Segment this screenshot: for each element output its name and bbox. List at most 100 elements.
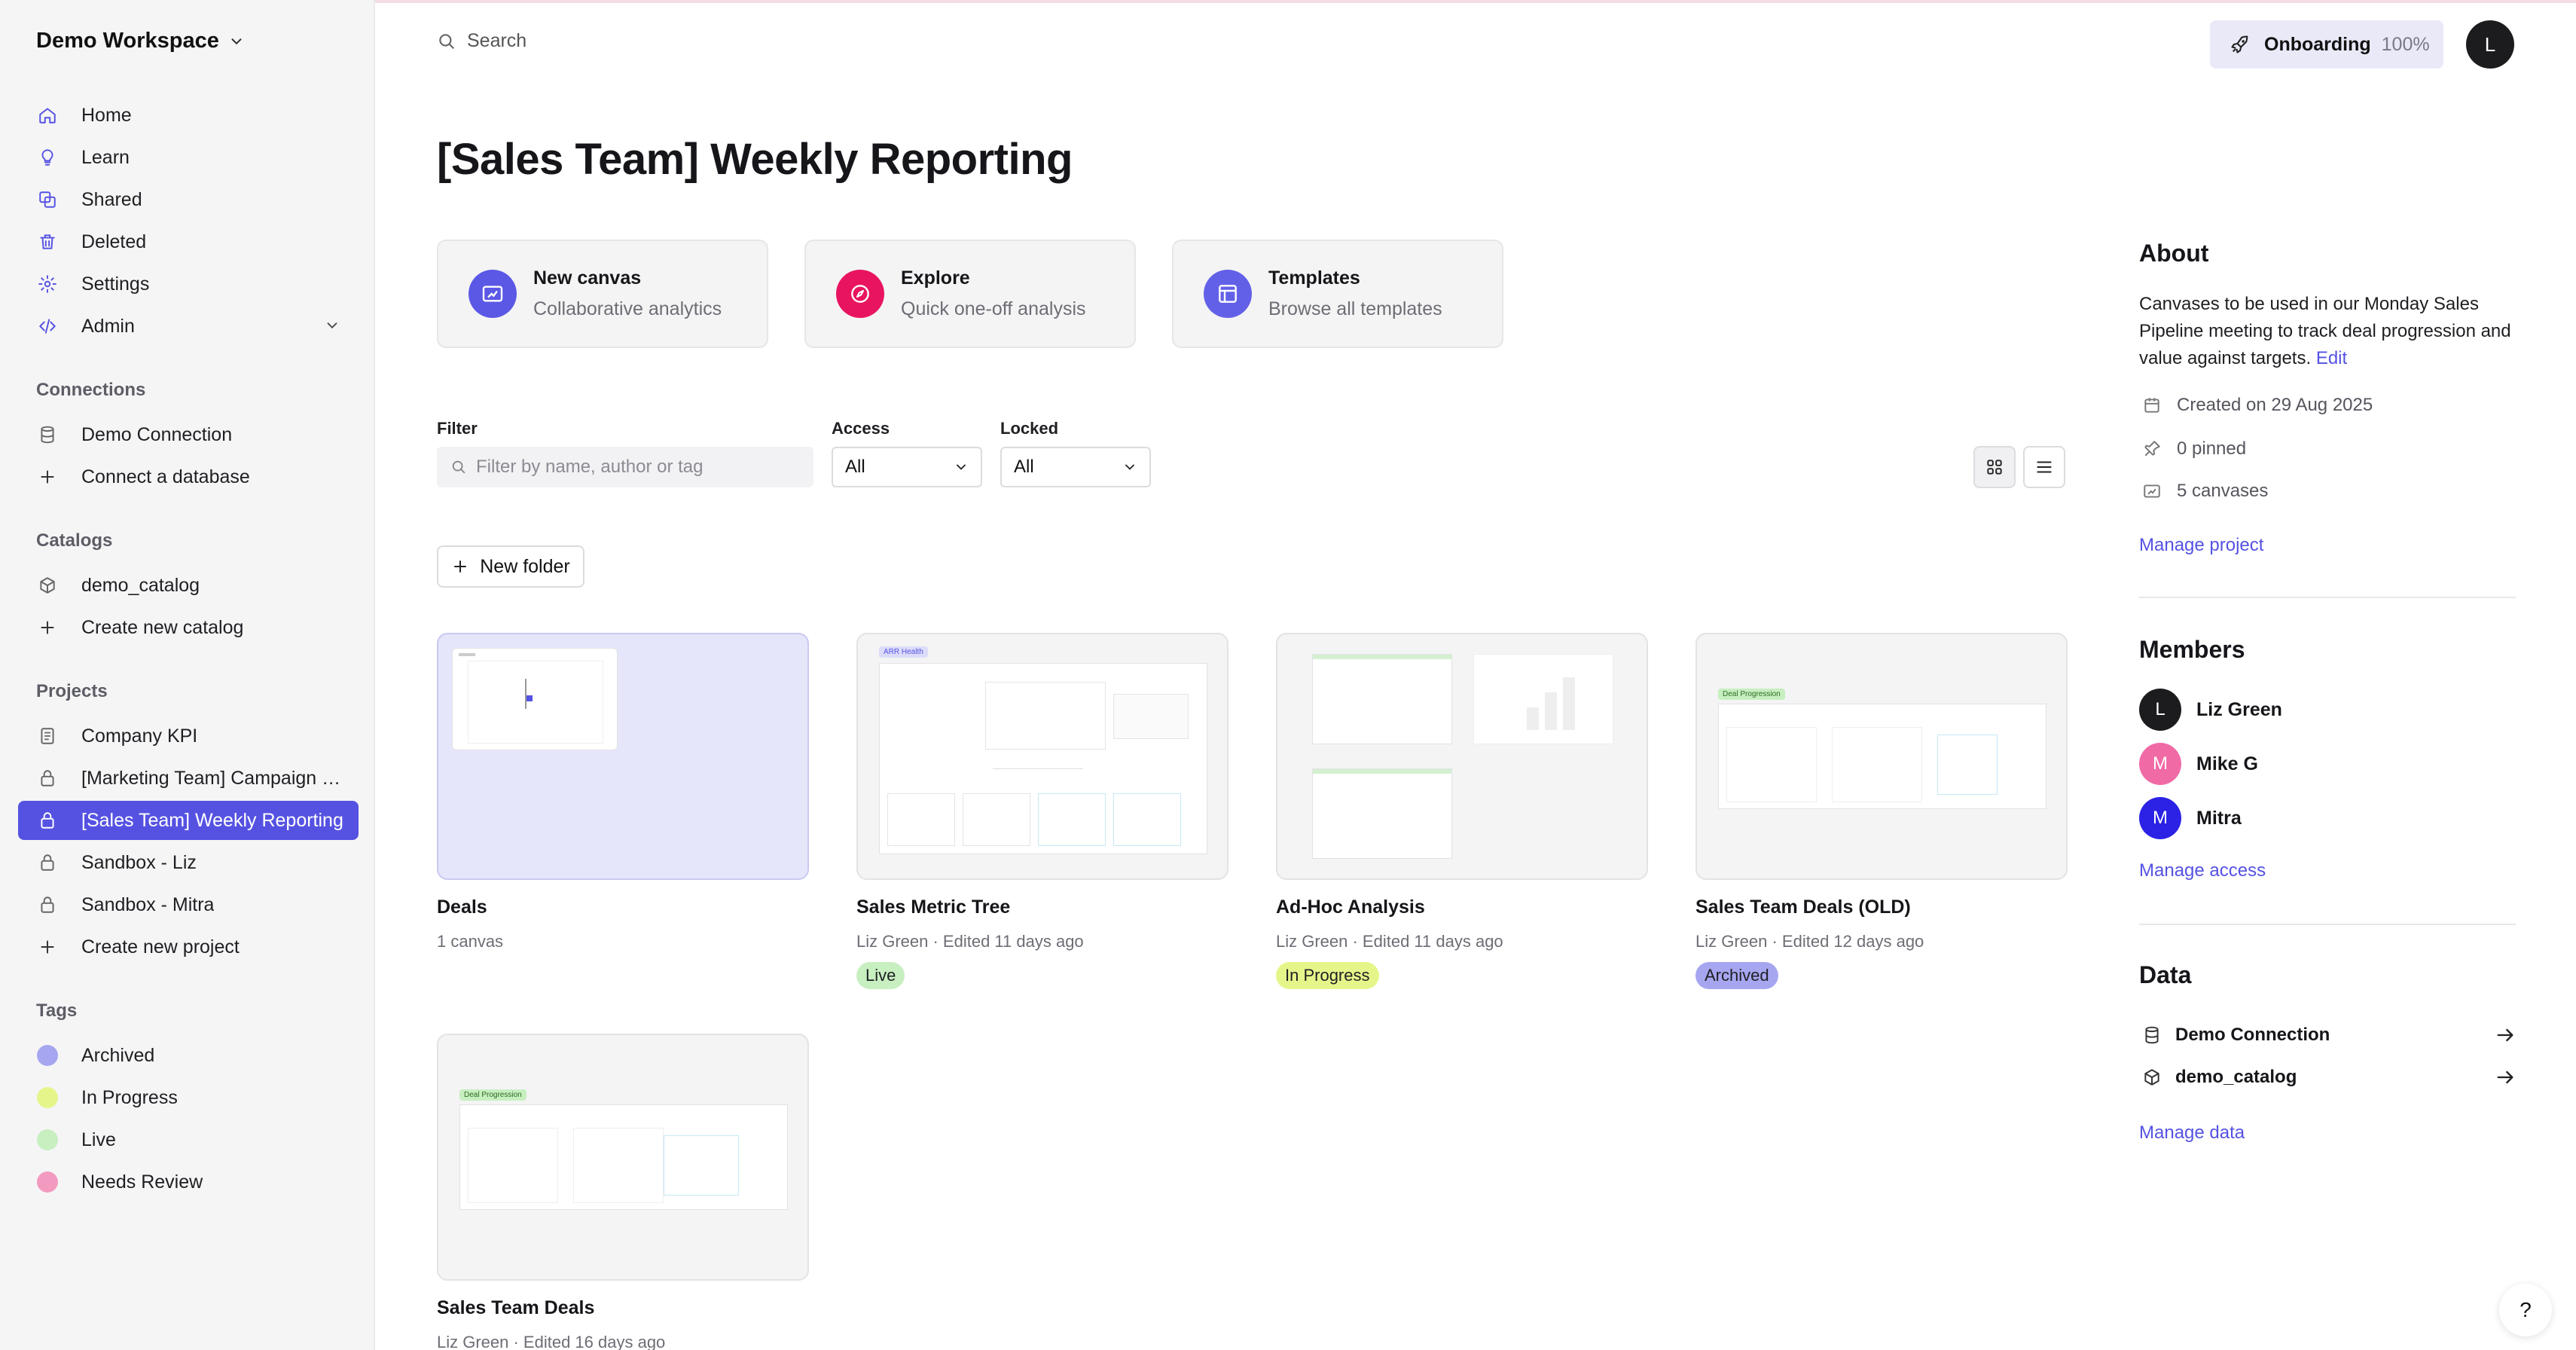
folder-preview-page: [452, 648, 618, 750]
sidebar-item-connect-database[interactable]: Connect a database: [18, 457, 359, 496]
sidebar-item-tag-needs-review[interactable]: Needs Review: [18, 1162, 359, 1202]
help-button[interactable]: ?: [2499, 1284, 2552, 1336]
member-name: Mitra: [2196, 807, 2242, 829]
chevron-down-icon: [1125, 464, 1134, 470]
access-select[interactable]: All: [832, 447, 982, 487]
manage-project-link[interactable]: Manage project: [2139, 535, 2264, 555]
member-row[interactable]: M Mitra: [2139, 797, 2242, 839]
divider: [2139, 597, 2516, 598]
projects-heading: Projects: [36, 681, 108, 701]
sidebar-item-label: [Sales Team] Weekly Reporting: [81, 809, 343, 831]
arrow-right-icon: [2497, 1071, 2513, 1084]
sidebar-item-project-active[interactable]: [Sales Team] Weekly Reporting: [18, 801, 359, 840]
sidebar-item-label: Sandbox - Liz: [81, 851, 197, 873]
canvas-thumbnail: Deal Progression: [1695, 633, 2068, 880]
access-label: Access: [832, 419, 890, 438]
sidebar-item-project[interactable]: [Marketing Team] Campaign Performance: [18, 759, 359, 798]
data-row-demo-catalog[interactable]: demo_catalog: [2142, 1067, 2516, 1088]
data-item-label: Demo Connection: [2175, 1025, 2330, 1045]
sidebar-item-tag-in-progress[interactable]: In Progress: [18, 1078, 359, 1117]
rocket-icon: [2231, 35, 2248, 53]
pinned-row: 0 pinned: [2142, 438, 2246, 460]
sidebar-item-tag-live[interactable]: Live: [18, 1120, 359, 1159]
templates-card[interactable]: Templates Browse all templates: [1172, 240, 1503, 348]
filter-input[interactable]: Filter by name, author or tag: [437, 447, 813, 487]
onboarding-progress: 100%: [2381, 33, 2430, 55]
sidebar-item-label: In Progress: [81, 1086, 178, 1108]
list-view-button[interactable]: [2023, 446, 2065, 488]
workspace-switcher[interactable]: Demo Workspace: [36, 29, 245, 53]
new-folder-button[interactable]: New folder: [437, 545, 584, 588]
grid-view-button[interactable]: [1973, 446, 2016, 488]
lock-icon: [36, 893, 59, 916]
folder-thumbnail: [437, 633, 809, 880]
sidebar-item-admin[interactable]: Admin: [18, 307, 359, 346]
sidebar-item-label: Deleted: [81, 231, 147, 252]
quick-action-subtitle: Quick one-off analysis: [901, 298, 1086, 319]
connections-heading: Connections: [36, 380, 146, 400]
sidebar-item-home[interactable]: Home: [18, 96, 359, 135]
card-name: Sales Team Deals (OLD): [1695, 896, 1911, 918]
preview-tag: Deal Progression: [1718, 689, 1785, 700]
global-search[interactable]: Search: [437, 30, 526, 52]
folder-card-deals[interactable]: Deals 1 canvas: [437, 633, 809, 951]
new-canvas-card[interactable]: New canvas Collaborative analytics: [437, 240, 768, 348]
member-row[interactable]: M Mike G: [2139, 743, 2258, 785]
chevron-down-icon[interactable]: [324, 317, 340, 334]
database-icon: [2145, 1026, 2159, 1044]
sidebar-item-project[interactable]: Sandbox - Mitra: [18, 885, 359, 924]
created-date: Created on 29 Aug 2025: [2177, 395, 2373, 415]
tag-color-dot: [36, 1129, 59, 1151]
explore-card[interactable]: Explore Quick one-off analysis: [804, 240, 1136, 348]
sidebar-item-create-catalog[interactable]: Create new catalog: [18, 608, 359, 647]
canvas-thumbnail: Deal Progression: [437, 1034, 809, 1281]
sidebar-item-label: Create new project: [81, 936, 240, 958]
home-icon: [36, 104, 59, 127]
sidebar-item-settings[interactable]: Settings: [18, 264, 359, 304]
locked-select[interactable]: All: [1000, 447, 1151, 487]
manage-access-link[interactable]: Manage access: [2139, 860, 2266, 881]
sidebar-item-deleted[interactable]: Deleted: [18, 222, 359, 261]
lock-icon: [36, 767, 59, 790]
sidebar-item-label: Admin: [81, 315, 135, 337]
filter-placeholder: Filter by name, author or tag: [476, 457, 704, 477]
canvas-card-sales-team-deals-old[interactable]: Deal Progression Sales Team Deals (OLD) …: [1695, 633, 2068, 989]
code-icon: [36, 315, 59, 338]
chevron-down-icon: [231, 38, 242, 44]
trash-icon: [36, 231, 59, 253]
pin-icon: [2144, 441, 2160, 457]
card-meta: 1 canvas: [437, 932, 504, 951]
manage-data-link[interactable]: Manage data: [2139, 1122, 2245, 1143]
preview-canvas: [879, 663, 1207, 854]
sidebar-item-create-project[interactable]: Create new project: [18, 927, 359, 967]
sidebar-item-tag-archived[interactable]: Archived: [18, 1036, 359, 1075]
sidebar-item-project[interactable]: Company KPI: [18, 716, 359, 756]
onboarding-button[interactable]: Onboarding 100%: [2210, 20, 2443, 69]
card-meta: Liz Green · Edited 11 days ago: [1276, 932, 1503, 951]
sidebar-item-learn[interactable]: Learn: [18, 138, 359, 177]
lightbulb-icon: [36, 146, 59, 169]
status-badge-live: Live: [856, 962, 905, 989]
new-folder-label: New folder: [480, 555, 570, 577]
member-row[interactable]: L Liz Green: [2139, 689, 2282, 731]
grid-icon: [1987, 460, 2002, 475]
canvas-card-sales-team-deals[interactable]: Deal Progression Sales Team Deals Liz Gr…: [437, 1034, 809, 1350]
canvas-icon: [469, 270, 517, 318]
canvas-card-sales-metric-tree[interactable]: ARR Health Sales Metric Tree Liz Green ·…: [856, 633, 1228, 989]
canvas-card-ad-hoc-analysis[interactable]: Ad-Hoc Analysis Liz Green · Edited 11 da…: [1276, 633, 1648, 989]
card-name: Sales Metric Tree: [856, 896, 1011, 918]
status-badge-in-progress: In Progress: [1276, 962, 1379, 989]
edit-description-link[interactable]: Edit: [2315, 348, 2348, 368]
filter-label: Filter: [437, 419, 478, 438]
sidebar-item-demo-catalog[interactable]: demo_catalog: [18, 566, 359, 605]
sidebar-item-demo-connection[interactable]: Demo Connection: [18, 415, 359, 454]
quick-action-subtitle: Collaborative analytics: [533, 298, 722, 319]
sidebar-item-label: Archived: [81, 1044, 155, 1066]
sidebar-item-label: [Marketing Team] Campaign Performance: [81, 767, 353, 789]
locked-value: All: [1014, 457, 1034, 477]
pinned-count: 0 pinned: [2177, 438, 2247, 459]
data-row-demo-connection[interactable]: Demo Connection: [2142, 1025, 2516, 1046]
sidebar-item-shared[interactable]: Shared: [18, 180, 359, 219]
sidebar-item-project[interactable]: Sandbox - Liz: [18, 843, 359, 882]
user-avatar[interactable]: L: [2466, 20, 2514, 69]
